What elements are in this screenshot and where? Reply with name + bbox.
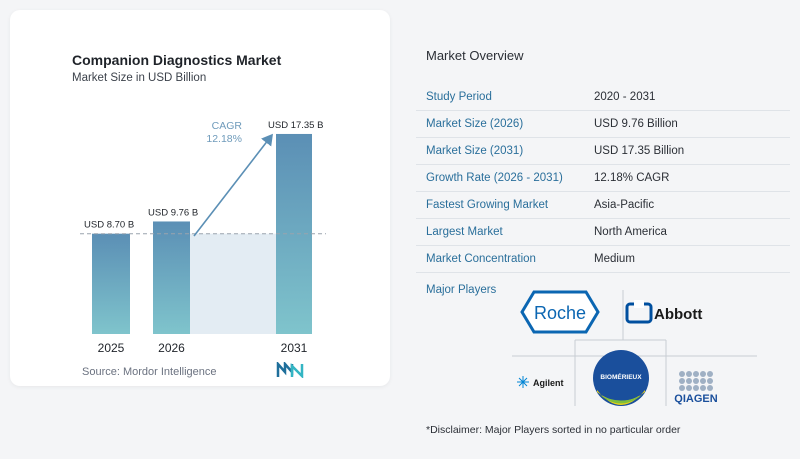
overview-row: Largest Market North America [416, 218, 790, 246]
overview-table: Study Period 2020 - 2031 Market Size (2026… [416, 84, 790, 273]
overview-row: Fastest Growing Market Asia-Pacific [416, 191, 790, 219]
svg-text:BIOMÉRIEUX: BIOMÉRIEUX [600, 372, 642, 381]
overview-row-value: Medium [584, 245, 790, 273]
category-label: 2026 [158, 341, 185, 355]
chart-source: Source: Mordor Intelligence [82, 366, 217, 378]
data-label: USD 17.35 B [268, 120, 323, 131]
overview-row: Study Period 2020 - 2031 [416, 84, 790, 112]
bar-2026 [153, 221, 190, 334]
chart-title: Companion Diagnostics Market [72, 52, 282, 68]
bar-2025 [92, 233, 130, 334]
category-label: 2025 [98, 341, 125, 355]
chart-subtitle: Market Size in USD Billion [72, 72, 207, 84]
svg-text:Roche: Roche [534, 303, 586, 323]
disclaimer: *Disclaimer: Major Players sorted in no … [426, 424, 681, 436]
overview-row-value: USD 9.76 Billion [584, 110, 790, 139]
svg-text:QIAGEN: QIAGEN [674, 393, 717, 405]
cagr-value: 12.18% [206, 133, 242, 145]
overview-row: Growth Rate (2026 - 2031) 12.18% CAGR [416, 164, 790, 193]
biomerieux-logo: BIOMÉRIEUX [593, 350, 649, 406]
overview-title: Market Overview [426, 48, 524, 63]
overview-row-label: Study Period [416, 84, 584, 112]
overview-row-value: 12.18% CAGR [584, 164, 790, 193]
overview-row-label: Largest Market [416, 218, 584, 246]
overview-row-label: Fastest Growing Market [416, 191, 584, 219]
overview-row-value: Asia-Pacific [584, 191, 790, 219]
overview-row: Market Concentration Medium [416, 245, 790, 273]
overview-row-value: 2020 - 2031 [584, 84, 790, 112]
cagr-label: CAGR [212, 120, 243, 132]
overview-row-label: Market Size (2031) [416, 137, 584, 166]
abbott-logo: Abbott [625, 300, 702, 324]
overview-row-value: North America [584, 218, 790, 246]
bar-chart: USD 8.70 B USD 9.76 B USD 17.35 B 2025 2026 2… [80, 120, 326, 355]
qiagen-logo: QIAGEN [674, 371, 718, 405]
roche-logo: Roche [520, 290, 600, 334]
agilent-logo: Agilent [517, 376, 564, 388]
overview-row-label: Market Size (2026) [416, 110, 584, 139]
overview-row: Market Size (2031) USD 17.35 Billion [416, 137, 790, 166]
overview-row: Market Size (2026) USD 9.76 Billion [416, 110, 790, 139]
overview-row-value: USD 17.35 Billion [584, 137, 790, 166]
svg-text:Abbott: Abbott [654, 306, 702, 323]
major-players-label: Major Players [426, 284, 497, 296]
data-label: USD 8.70 B [84, 220, 134, 231]
mordor-logo [276, 362, 304, 378]
data-label: USD 9.76 B [148, 207, 198, 218]
overview-row-label: Growth Rate (2026 - 2031) [416, 164, 584, 193]
svg-text:Agilent: Agilent [533, 378, 564, 388]
category-label: 2031 [281, 341, 308, 355]
overview-row-label: Market Concentration [416, 245, 584, 273]
cagr-arrow [193, 133, 273, 237]
